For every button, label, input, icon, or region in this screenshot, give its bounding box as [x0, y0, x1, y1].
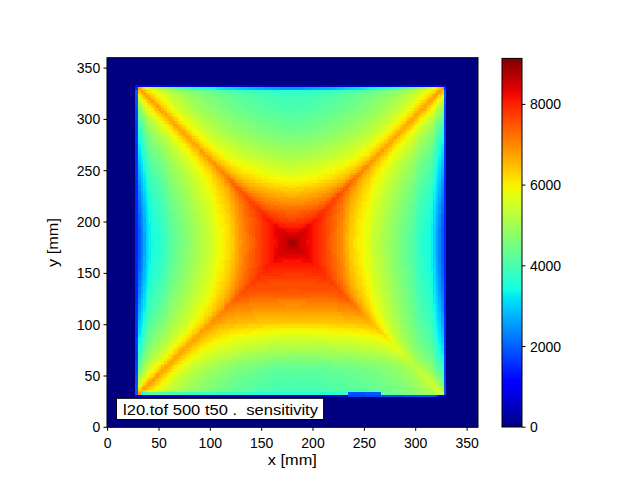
svg-text:100: 100	[199, 435, 223, 451]
svg-text:250: 250	[353, 435, 377, 451]
svg-text:50: 50	[151, 435, 167, 451]
svg-text:l20.tof 500 t50 . sensitivity: l20.tof 500 t50 . sensitivity	[123, 402, 318, 418]
svg-text:0: 0	[92, 419, 100, 435]
svg-text:4000: 4000	[530, 258, 561, 274]
svg-text:300: 300	[404, 435, 428, 451]
svg-text:150: 150	[77, 265, 101, 281]
svg-text:2000: 2000	[530, 339, 561, 355]
svg-text:350: 350	[77, 60, 101, 76]
svg-text:50: 50	[85, 368, 101, 384]
svg-text:0: 0	[530, 419, 538, 435]
svg-text:250: 250	[77, 163, 101, 179]
svg-text:100: 100	[77, 317, 101, 333]
svg-text:200: 200	[301, 435, 325, 451]
svg-text:y [mm]: y [mm]	[45, 218, 61, 267]
svg-text:6000: 6000	[530, 177, 561, 193]
svg-text:300: 300	[77, 111, 101, 127]
svg-text:x [mm]: x [mm]	[268, 452, 317, 468]
svg-text:8000: 8000	[530, 96, 561, 112]
svg-text:200: 200	[77, 214, 101, 230]
svg-text:150: 150	[250, 435, 274, 451]
svg-text:0: 0	[104, 435, 112, 451]
svg-text:350: 350	[455, 435, 479, 451]
